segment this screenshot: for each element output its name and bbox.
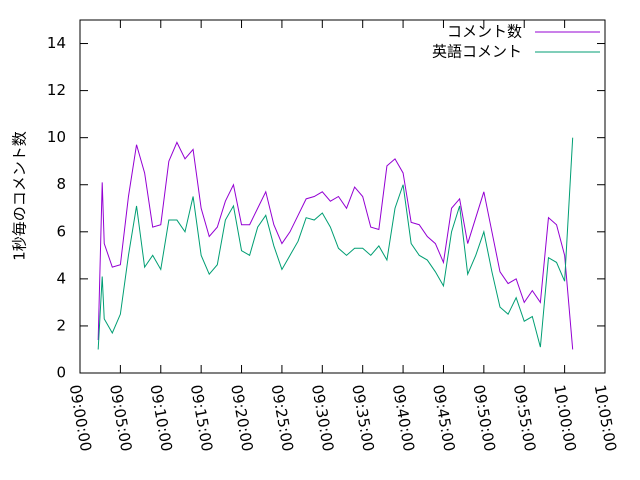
x-tick-label: 10:00:00 <box>550 383 579 452</box>
x-tick-label: 09:20:00 <box>227 383 256 452</box>
y-tick-label: 4 <box>56 269 66 287</box>
plot-frame <box>79 19 606 374</box>
x-tick-label: 09:15:00 <box>187 383 216 452</box>
series-line <box>97 137 574 350</box>
legend-label: 英語コメント <box>432 43 522 61</box>
y-tick-label: 10 <box>47 128 66 146</box>
series-line <box>97 141 574 350</box>
y-tick-label: 8 <box>56 175 66 193</box>
x-tick-label: 10:05:00 <box>591 383 620 452</box>
y-tick-label: 6 <box>56 222 66 240</box>
y-tick-label: 12 <box>47 81 66 99</box>
x-tick-label: 09:30:00 <box>308 383 337 452</box>
x-tick-label: 09:45:00 <box>429 383 458 452</box>
x-tick-label: 09:05:00 <box>106 383 135 452</box>
x-tick-label: 09:50:00 <box>469 383 498 452</box>
y-tick-label: 14 <box>47 34 66 52</box>
x-tick-label: 09:40:00 <box>389 383 418 452</box>
y-axis-label: 1秒毎のコメント数 <box>11 131 29 261</box>
y-tick-label: 2 <box>56 316 66 334</box>
x-tick-label: 09:00:00 <box>66 383 95 452</box>
x-tick-label: 09:35:00 <box>348 383 377 452</box>
x-tick-label: 09:10:00 <box>146 383 175 452</box>
y-tick-label: 0 <box>56 364 66 382</box>
x-tick-label: 09:55:00 <box>510 383 539 452</box>
x-tick-label: 09:25:00 <box>268 383 297 452</box>
legend-label: コメント数 <box>447 23 522 41</box>
